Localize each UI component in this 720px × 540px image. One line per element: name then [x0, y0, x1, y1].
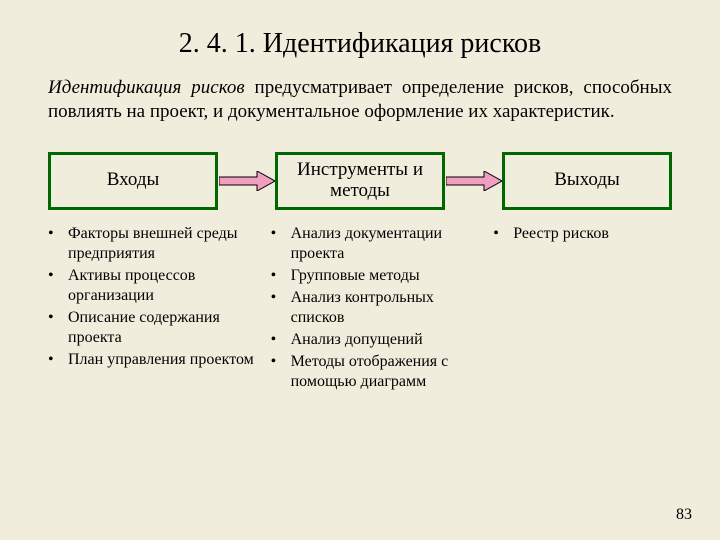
bullet-icon: •: [48, 266, 68, 306]
bullet-icon: •: [271, 352, 291, 392]
arrow-right-icon: [219, 171, 275, 191]
arrow-right-icon: [446, 171, 502, 191]
bullet-icon: •: [271, 288, 291, 328]
list-item-text: Анализ документации проекта: [291, 224, 486, 264]
list-item: •План управления проектом: [48, 350, 263, 370]
list-item-text: Групповые методы: [291, 266, 420, 286]
page-number: 83: [676, 506, 692, 524]
list-item-text: Реестр рисков: [513, 224, 609, 244]
bullet-icon: •: [271, 266, 291, 286]
list-item-text: Активы процессов организации: [68, 266, 263, 306]
list-item-text: Методы отображения с помощью диаграмм: [291, 352, 486, 392]
inputs-column: •Факторы внешней среды предприятия•Актив…: [48, 218, 263, 394]
bullet-icon: •: [48, 308, 68, 348]
list-item-text: Анализ допущений: [291, 330, 423, 350]
boxes-row: Входы Инструменты и методы Выходы: [48, 152, 672, 210]
list-item: •Реестр рисков: [493, 224, 672, 244]
arrow-2: [446, 171, 502, 191]
bullet-icon: •: [48, 224, 68, 264]
outputs-list: •Реестр рисков: [493, 224, 672, 244]
list-item: •Активы процессов организации: [48, 266, 263, 306]
list-item: •Групповые методы: [271, 266, 486, 286]
outputs-column: •Реестр рисков: [493, 218, 672, 394]
list-item: •Факторы внешней среды предприятия: [48, 224, 263, 264]
bullet-icon: •: [271, 330, 291, 350]
tools-box: Инструменты и методы: [275, 152, 445, 210]
slide: 2. 4. 1. Идентификация рисков Идентифика…: [0, 0, 720, 540]
tools-column: •Анализ документации проекта•Групповые м…: [271, 218, 486, 394]
columns: •Факторы внешней среды предприятия•Актив…: [48, 218, 672, 394]
list-item: •Методы отображения с помощью диаграмм: [271, 352, 486, 392]
tools-list: •Анализ документации проекта•Групповые м…: [271, 224, 486, 392]
list-item-text: Описание содержания проекта: [68, 308, 263, 348]
description: Идентификация рисков предусматривает опр…: [48, 76, 672, 124]
list-item: •Анализ документации проекта: [271, 224, 486, 264]
list-item: •Анализ допущений: [271, 330, 486, 350]
inputs-list: •Факторы внешней среды предприятия•Актив…: [48, 224, 263, 370]
list-item-text: Анализ контрольных списков: [291, 288, 486, 328]
list-item-text: План управления проектом: [68, 350, 254, 370]
slide-title: 2. 4. 1. Идентификация рисков: [48, 28, 672, 60]
bullet-icon: •: [493, 224, 513, 244]
list-item: •Анализ контрольных списков: [271, 288, 486, 328]
list-item: •Описание содержания проекта: [48, 308, 263, 348]
arrow-1: [219, 171, 275, 191]
inputs-box: Входы: [48, 152, 218, 210]
list-item-text: Факторы внешней среды предприятия: [68, 224, 263, 264]
bullet-icon: •: [271, 224, 291, 264]
bullet-icon: •: [48, 350, 68, 370]
description-term: Идентификация рисков: [48, 77, 245, 98]
outputs-box: Выходы: [502, 152, 672, 210]
